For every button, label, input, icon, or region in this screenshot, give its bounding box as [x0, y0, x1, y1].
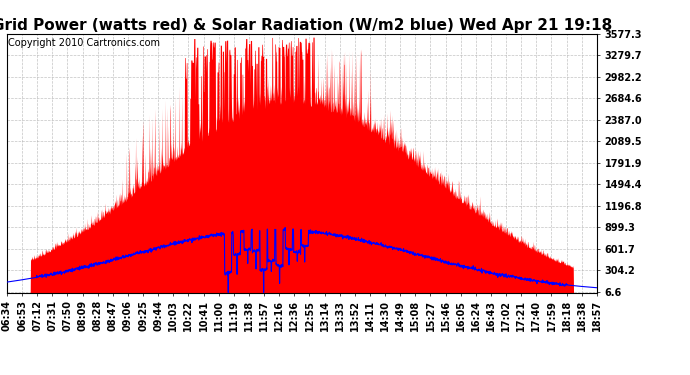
- Title: Grid Power (watts red) & Solar Radiation (W/m2 blue) Wed Apr 21 19:18: Grid Power (watts red) & Solar Radiation…: [0, 18, 612, 33]
- Text: Copyright 2010 Cartronics.com: Copyright 2010 Cartronics.com: [8, 38, 160, 48]
